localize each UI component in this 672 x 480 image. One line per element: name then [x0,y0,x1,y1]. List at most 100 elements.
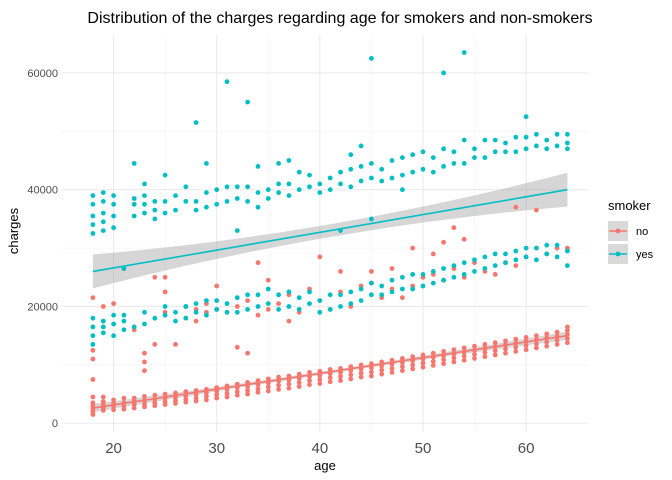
data-point-yes [111,213,116,219]
data-point-yes [317,298,323,303]
data-point-no [90,400,96,406]
data-point-yes [245,199,251,204]
data-point-yes [214,201,220,207]
data-point-yes [565,146,570,152]
data-point-yes [162,312,168,318]
data-point-yes [234,196,240,201]
data-point-yes [307,172,312,178]
data-point-yes [193,301,199,306]
trend-lines [92,188,568,409]
data-point-no [430,359,436,364]
data-point-no [554,342,560,347]
data-point-yes [100,190,106,196]
data-point-no [276,301,281,306]
data-point-yes [204,204,209,210]
data-point-no [400,364,405,369]
data-point-yes [142,210,147,216]
data-point-yes [400,274,405,280]
data-point-yes [214,307,220,312]
data-point-yes [348,301,354,306]
data-point-no [451,225,457,231]
data-point-yes [348,166,354,172]
data-point-yes [162,210,168,216]
data-point-yes [523,134,529,140]
data-point-no [513,344,519,350]
data-point-yes [317,190,323,196]
data-point-yes [389,277,395,283]
data-point-yes [348,152,354,158]
data-point-no [234,304,240,309]
data-point-no [286,385,292,391]
data-point-yes [121,318,127,324]
data-point-no [441,361,446,367]
data-point-yes [410,152,416,158]
data-point-no [461,345,467,351]
data-point-no [482,354,488,360]
data-point-no [245,391,251,397]
data-point-no [214,395,220,401]
data-point-yes [327,187,333,193]
data-point-yes [204,161,209,166]
data-point-yes [224,79,230,85]
data-point-no [420,360,426,366]
y-tick-label: 40000 [27,185,58,197]
data-point-yes [358,286,364,292]
data-point-yes [461,260,467,266]
data-point-no [554,329,560,335]
data-point-no [152,342,158,347]
data-point-yes [451,161,457,166]
data-point-no [513,349,519,354]
data-point-no [534,345,539,351]
data-point-yes [276,307,281,312]
data-point-yes [472,155,477,161]
data-point-no [183,389,189,395]
x-tick-label: 40 [311,440,328,457]
data-point-yes [224,184,230,190]
data-point-yes [369,216,374,222]
data-point-no [544,331,550,337]
data-point-no [111,301,116,306]
data-point-yes [420,166,426,172]
data-point-yes [183,199,189,204]
data-point-yes [100,330,106,336]
data-point-no [286,318,292,324]
data-point-no [565,336,570,341]
data-point-no [162,391,168,397]
data-point-no [379,371,385,377]
x-tick-label: 60 [518,440,535,457]
data-point-no [451,347,457,353]
data-point-yes [131,213,137,219]
data-point-yes [296,187,302,193]
data-point-no [534,341,539,347]
data-point-yes [234,295,240,301]
data-point-yes [327,175,333,181]
data-point-yes [307,301,312,306]
data-point-yes [430,155,436,161]
data-point-no [307,370,312,375]
data-point-yes [420,272,426,277]
legend-items: no yes [608,221,654,264]
data-point-yes [255,292,261,298]
data-point-yes [338,169,343,175]
data-point-yes [307,289,312,295]
data-point-yes [348,184,354,190]
data-point-no [317,377,323,382]
data-point-no [441,357,446,362]
data-point-yes [400,155,405,161]
data-point-yes [400,286,405,292]
data-point-no [420,364,426,370]
data-point-no [245,350,251,356]
data-point-yes [111,193,116,199]
data-point-yes [214,298,220,303]
data-point-yes [369,292,374,298]
data-point-no [523,335,529,340]
data-point-yes [482,155,488,161]
data-point-no [441,239,446,245]
data-point-yes [245,307,251,312]
data-point-yes [100,210,106,216]
data-point-yes [276,181,281,187]
data-point-yes [90,201,96,207]
data-point-no [142,394,147,399]
data-point-yes [286,181,292,187]
